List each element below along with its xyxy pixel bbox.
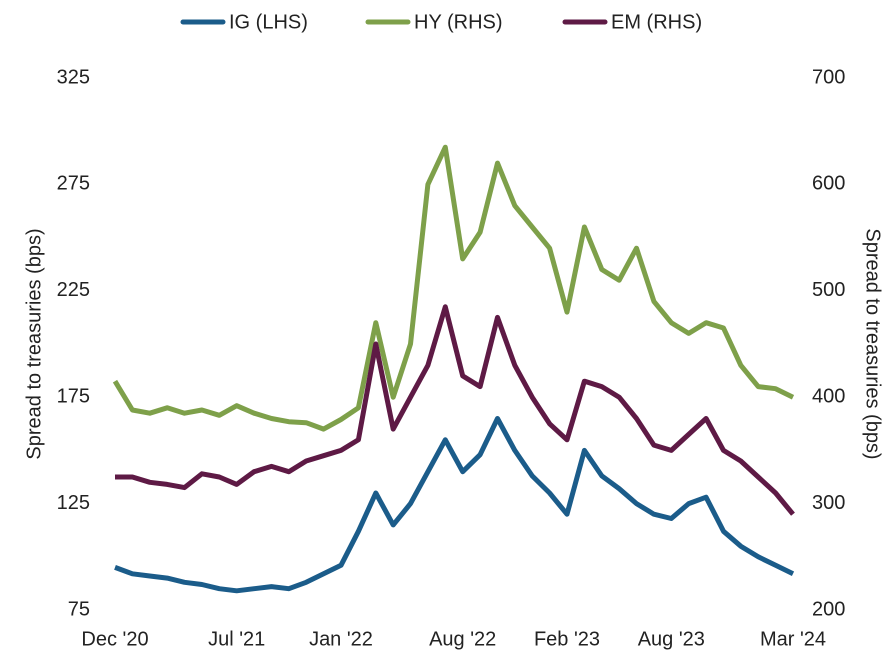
x-tick-label: Jul '21 [208,628,265,650]
legend-label: EM (RHS) [611,11,702,33]
series-line [114,416,795,594]
y-tick-label: 125 [57,492,90,514]
y-tick-label: 275 [57,173,90,195]
series-line [112,144,795,432]
y-tick-label: 75 [68,598,90,620]
y2-tick-label: 600 [812,173,845,195]
y2-axis-title: Spread to treasuries (bps) [862,228,884,459]
y2-tick-label: 500 [812,279,845,301]
legend-label: IG (LHS) [229,11,308,33]
legend-label: HY (RHS) [414,11,503,33]
y-axis-title: Spread to treasuries (bps) [23,228,45,459]
y2-tick-label: 300 [812,492,845,514]
y2-tick-label: 400 [812,385,845,407]
x-tick-label: Feb '23 [534,628,600,650]
x-tick-label: Aug '22 [429,628,496,650]
x-tick-label: Jan '22 [309,628,373,650]
y-tick-label: 175 [57,385,90,407]
y-tick-label: 325 [57,66,90,88]
y2-tick-label: 200 [812,598,845,620]
y2-tick-label: 700 [812,66,845,88]
x-tick-label: Aug '23 [638,628,705,650]
series-line [115,304,795,516]
y-tick-label: 225 [57,279,90,301]
x-tick-label: Mar '24 [760,628,826,650]
x-tick-label: Dec '20 [81,628,148,650]
